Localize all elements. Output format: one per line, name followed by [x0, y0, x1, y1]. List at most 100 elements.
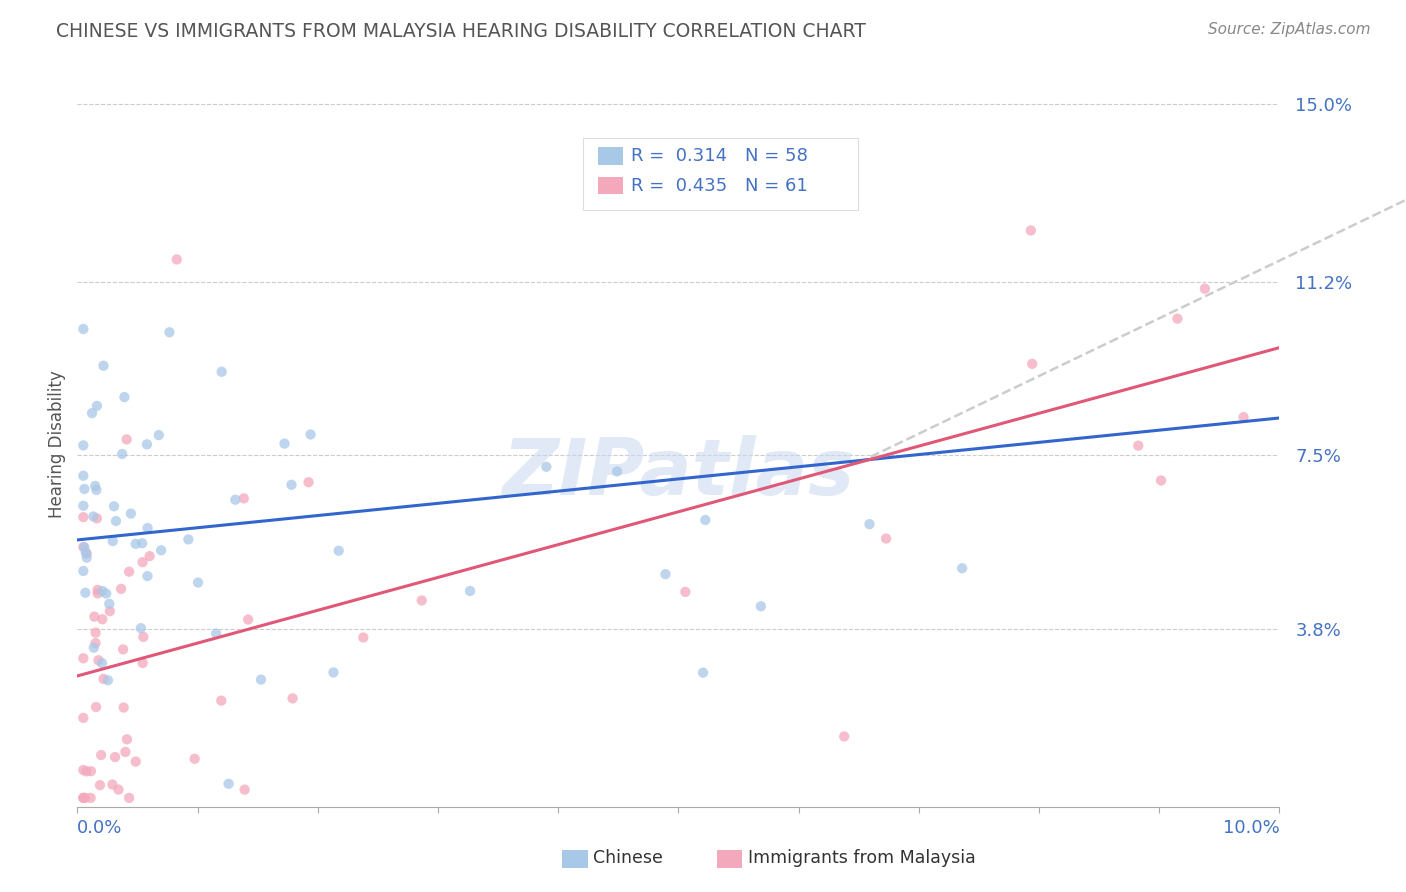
Point	[536, 459, 558, 474]
Point	[84, 625, 107, 640]
Point	[136, 569, 159, 583]
Point	[218, 777, 240, 791]
Text: Source: ZipAtlas.com: Source: ZipAtlas.com	[1208, 22, 1371, 37]
Point	[84, 479, 107, 493]
Point	[112, 642, 135, 657]
Point	[129, 621, 152, 635]
Point	[115, 732, 138, 747]
Text: Immigrants from Malaysia: Immigrants from Malaysia	[748, 849, 976, 867]
Point	[297, 475, 319, 490]
Point	[606, 464, 628, 478]
Point	[150, 543, 173, 558]
Point	[72, 711, 94, 725]
Point	[250, 673, 273, 687]
Point	[322, 665, 344, 680]
Point	[1232, 410, 1254, 425]
Point	[209, 693, 232, 707]
Point	[138, 549, 160, 563]
Point	[93, 359, 115, 373]
Point	[103, 500, 125, 514]
Point	[75, 790, 97, 805]
Point	[76, 546, 98, 560]
Point	[72, 438, 94, 452]
Point	[136, 521, 159, 535]
Point	[72, 651, 94, 665]
Point	[132, 656, 155, 670]
Point	[110, 582, 132, 596]
Text: N = 58: N = 58	[745, 147, 808, 165]
Point	[86, 511, 108, 525]
Point	[183, 752, 205, 766]
Point	[86, 582, 108, 597]
Point	[91, 584, 114, 599]
Point	[84, 700, 107, 714]
Point	[89, 778, 111, 792]
Point	[166, 252, 188, 267]
Point	[79, 790, 101, 805]
Point	[101, 778, 124, 792]
Point	[93, 672, 115, 686]
Point	[72, 540, 94, 554]
Point	[82, 509, 104, 524]
Point	[280, 477, 302, 491]
Point	[72, 790, 94, 805]
Point	[86, 483, 108, 497]
Point	[1019, 223, 1042, 237]
Point	[97, 673, 120, 688]
Point	[858, 517, 880, 532]
Point	[232, 491, 254, 506]
Point	[1021, 357, 1043, 371]
Point	[75, 764, 97, 779]
Point	[72, 499, 94, 513]
Point	[90, 747, 112, 762]
Point	[159, 325, 181, 339]
Point	[654, 567, 676, 582]
Point	[91, 656, 114, 670]
Point	[72, 763, 94, 777]
Point	[328, 543, 350, 558]
Point	[1128, 439, 1150, 453]
Point	[107, 782, 129, 797]
Point	[80, 406, 103, 420]
Point	[411, 593, 433, 607]
Text: CHINESE VS IMMIGRANTS FROM MALAYSIA HEARING DISABILITY CORRELATION CHART: CHINESE VS IMMIGRANTS FROM MALAYSIA HEAR…	[56, 22, 866, 41]
Point	[187, 575, 209, 590]
Point	[132, 630, 155, 644]
Point	[75, 586, 97, 600]
Point	[673, 585, 696, 599]
Point	[73, 540, 96, 554]
Point	[458, 584, 481, 599]
Text: ZIPatlas: ZIPatlas	[502, 434, 855, 511]
Point	[352, 631, 374, 645]
Point	[75, 545, 97, 559]
Point	[281, 691, 304, 706]
Point	[135, 437, 157, 451]
Text: Chinese: Chinese	[593, 849, 664, 867]
Point	[80, 764, 103, 779]
Text: 10.0%: 10.0%	[1223, 819, 1279, 837]
Point	[1166, 311, 1188, 326]
Point	[224, 492, 246, 507]
Point	[233, 782, 256, 797]
Point	[125, 755, 148, 769]
Point	[91, 612, 114, 626]
Point	[87, 653, 110, 667]
Point	[83, 640, 105, 655]
Point	[84, 636, 107, 650]
Point	[98, 597, 121, 611]
Point	[1194, 282, 1216, 296]
Point	[118, 790, 141, 805]
Text: N = 61: N = 61	[745, 177, 808, 194]
Point	[72, 322, 94, 336]
Y-axis label: Hearing Disability: Hearing Disability	[48, 370, 66, 517]
Point	[236, 613, 259, 627]
Text: R =  0.314: R = 0.314	[631, 147, 727, 165]
Point	[749, 599, 772, 614]
Text: 0.0%: 0.0%	[77, 819, 122, 837]
Point	[86, 586, 108, 600]
Point	[104, 750, 127, 764]
Point	[114, 745, 136, 759]
Point	[832, 730, 855, 744]
Point	[72, 510, 94, 524]
Point	[875, 532, 897, 546]
